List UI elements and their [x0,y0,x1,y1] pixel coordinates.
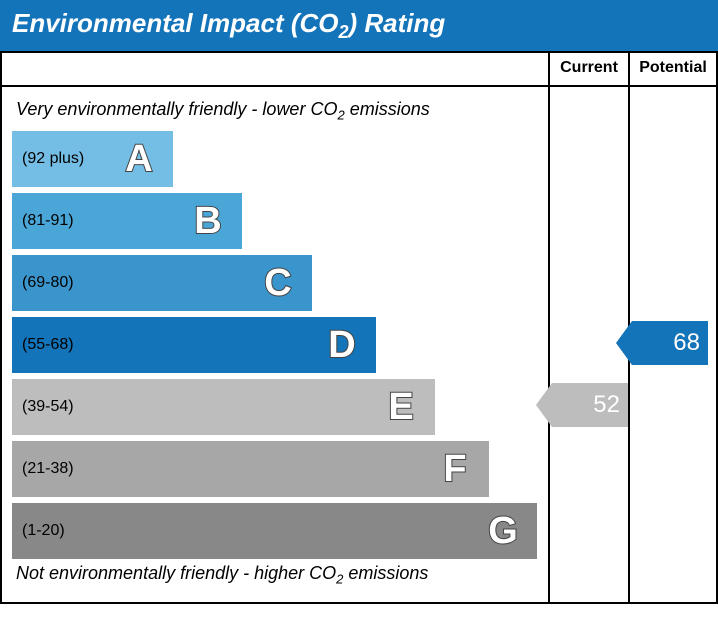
band-G: (1-20) G [12,503,537,559]
svg-text:F: F [443,448,466,490]
svg-text:G: G [488,510,518,552]
band-A: (92 plus) A [12,131,173,187]
chart-title: Environmental Impact (CO2) Rating [0,0,718,51]
band-range-E: (39-54) [12,398,74,416]
svg-text:A: A [125,138,152,180]
band-letter-G: G [479,507,527,555]
band-range-B: (81-91) [12,212,74,230]
band-range-A: (92 plus) [12,150,84,168]
band-letter-F: F [431,445,479,493]
top-note: Very environmentally friendly - lower CO… [12,95,548,131]
bands-column: Very environmentally friendly - lower CO… [2,85,548,602]
band-range-C: (69-80) [12,274,74,292]
current-marker: 52 [536,383,628,427]
band-letter-C: C [254,259,302,307]
band-letter-D: D [318,321,366,369]
header-current: Current [548,51,628,85]
band-C: (69-80) C [12,255,312,311]
ei-rating-chart: Environmental Impact (CO2) Rating Curren… [0,0,718,604]
potential-marker: 68 [616,321,708,365]
band-range-G: (1-20) [12,522,65,540]
band-E: (39-54) E [12,379,435,435]
chart-grid: Current Potential Very environmentally f… [0,51,718,604]
header-spacer [2,51,548,85]
bars-container: (92 plus) A (81-91) B (69-80) C (55-68) D (39-54… [12,131,548,559]
svg-text:D: D [329,324,356,366]
band-B: (81-91) B [12,193,242,249]
band-D: (55-68) D [12,317,376,373]
band-letter-A: A [115,135,163,183]
bottom-note: Not environmentally friendly - higher CO… [12,559,548,595]
band-F: (21-38) F [12,441,489,497]
band-letter-E: E [377,383,425,431]
header-potential: Potential [628,51,716,85]
band-range-F: (21-38) [12,460,74,478]
band-letter-B: B [184,197,232,245]
potential-column: 68 [628,85,716,602]
svg-text:B: B [195,200,222,242]
band-range-D: (55-68) [12,336,74,354]
svg-text:C: C [264,262,291,304]
svg-text:E: E [389,386,414,428]
